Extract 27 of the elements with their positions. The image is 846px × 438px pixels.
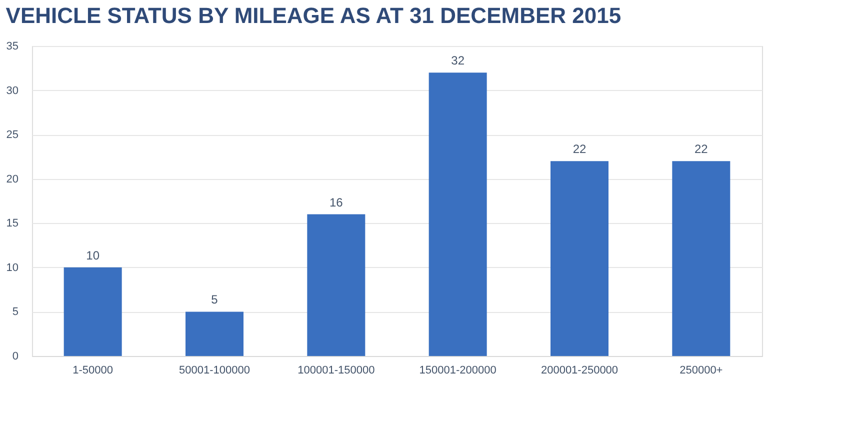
y-tick-label: 5 bbox=[12, 306, 18, 318]
y-tick-label: 25 bbox=[6, 129, 18, 142]
bar bbox=[428, 72, 487, 356]
data-label: 22 bbox=[572, 142, 586, 156]
x-tick-label: 100001-150000 bbox=[298, 364, 375, 376]
data-label: 16 bbox=[329, 195, 344, 210]
bar bbox=[186, 312, 244, 356]
bar bbox=[307, 214, 366, 356]
data-label: 10 bbox=[86, 248, 100, 262]
x-tick-label: 150001-200000 bbox=[419, 364, 496, 376]
data-label: 32 bbox=[451, 54, 465, 68]
chart-title: VEHICLE STATUS BY MILEAGE AS AT 31 DECEMBER 2015 bbox=[6, 3, 622, 28]
x-tick-label: 1-50000 bbox=[72, 364, 114, 376]
y-tick-label: 10 bbox=[6, 262, 18, 274]
y-tick-label: 0 bbox=[12, 350, 18, 362]
y-tick-label: 15 bbox=[6, 218, 18, 230]
bar bbox=[550, 161, 608, 356]
x-tick-label: 200001-250000 bbox=[540, 364, 618, 376]
y-tick-label: 30 bbox=[6, 84, 18, 97]
y-tick-label: 35 bbox=[6, 40, 18, 52]
data-label: 5 bbox=[211, 292, 218, 307]
x-tick-label: 250000+ bbox=[680, 364, 723, 376]
y-tick-label: 20 bbox=[6, 173, 18, 186]
x-tick-label: 50001-100000 bbox=[179, 364, 250, 376]
bar bbox=[672, 161, 730, 356]
bar bbox=[64, 267, 122, 356]
data-label: 22 bbox=[694, 142, 708, 156]
